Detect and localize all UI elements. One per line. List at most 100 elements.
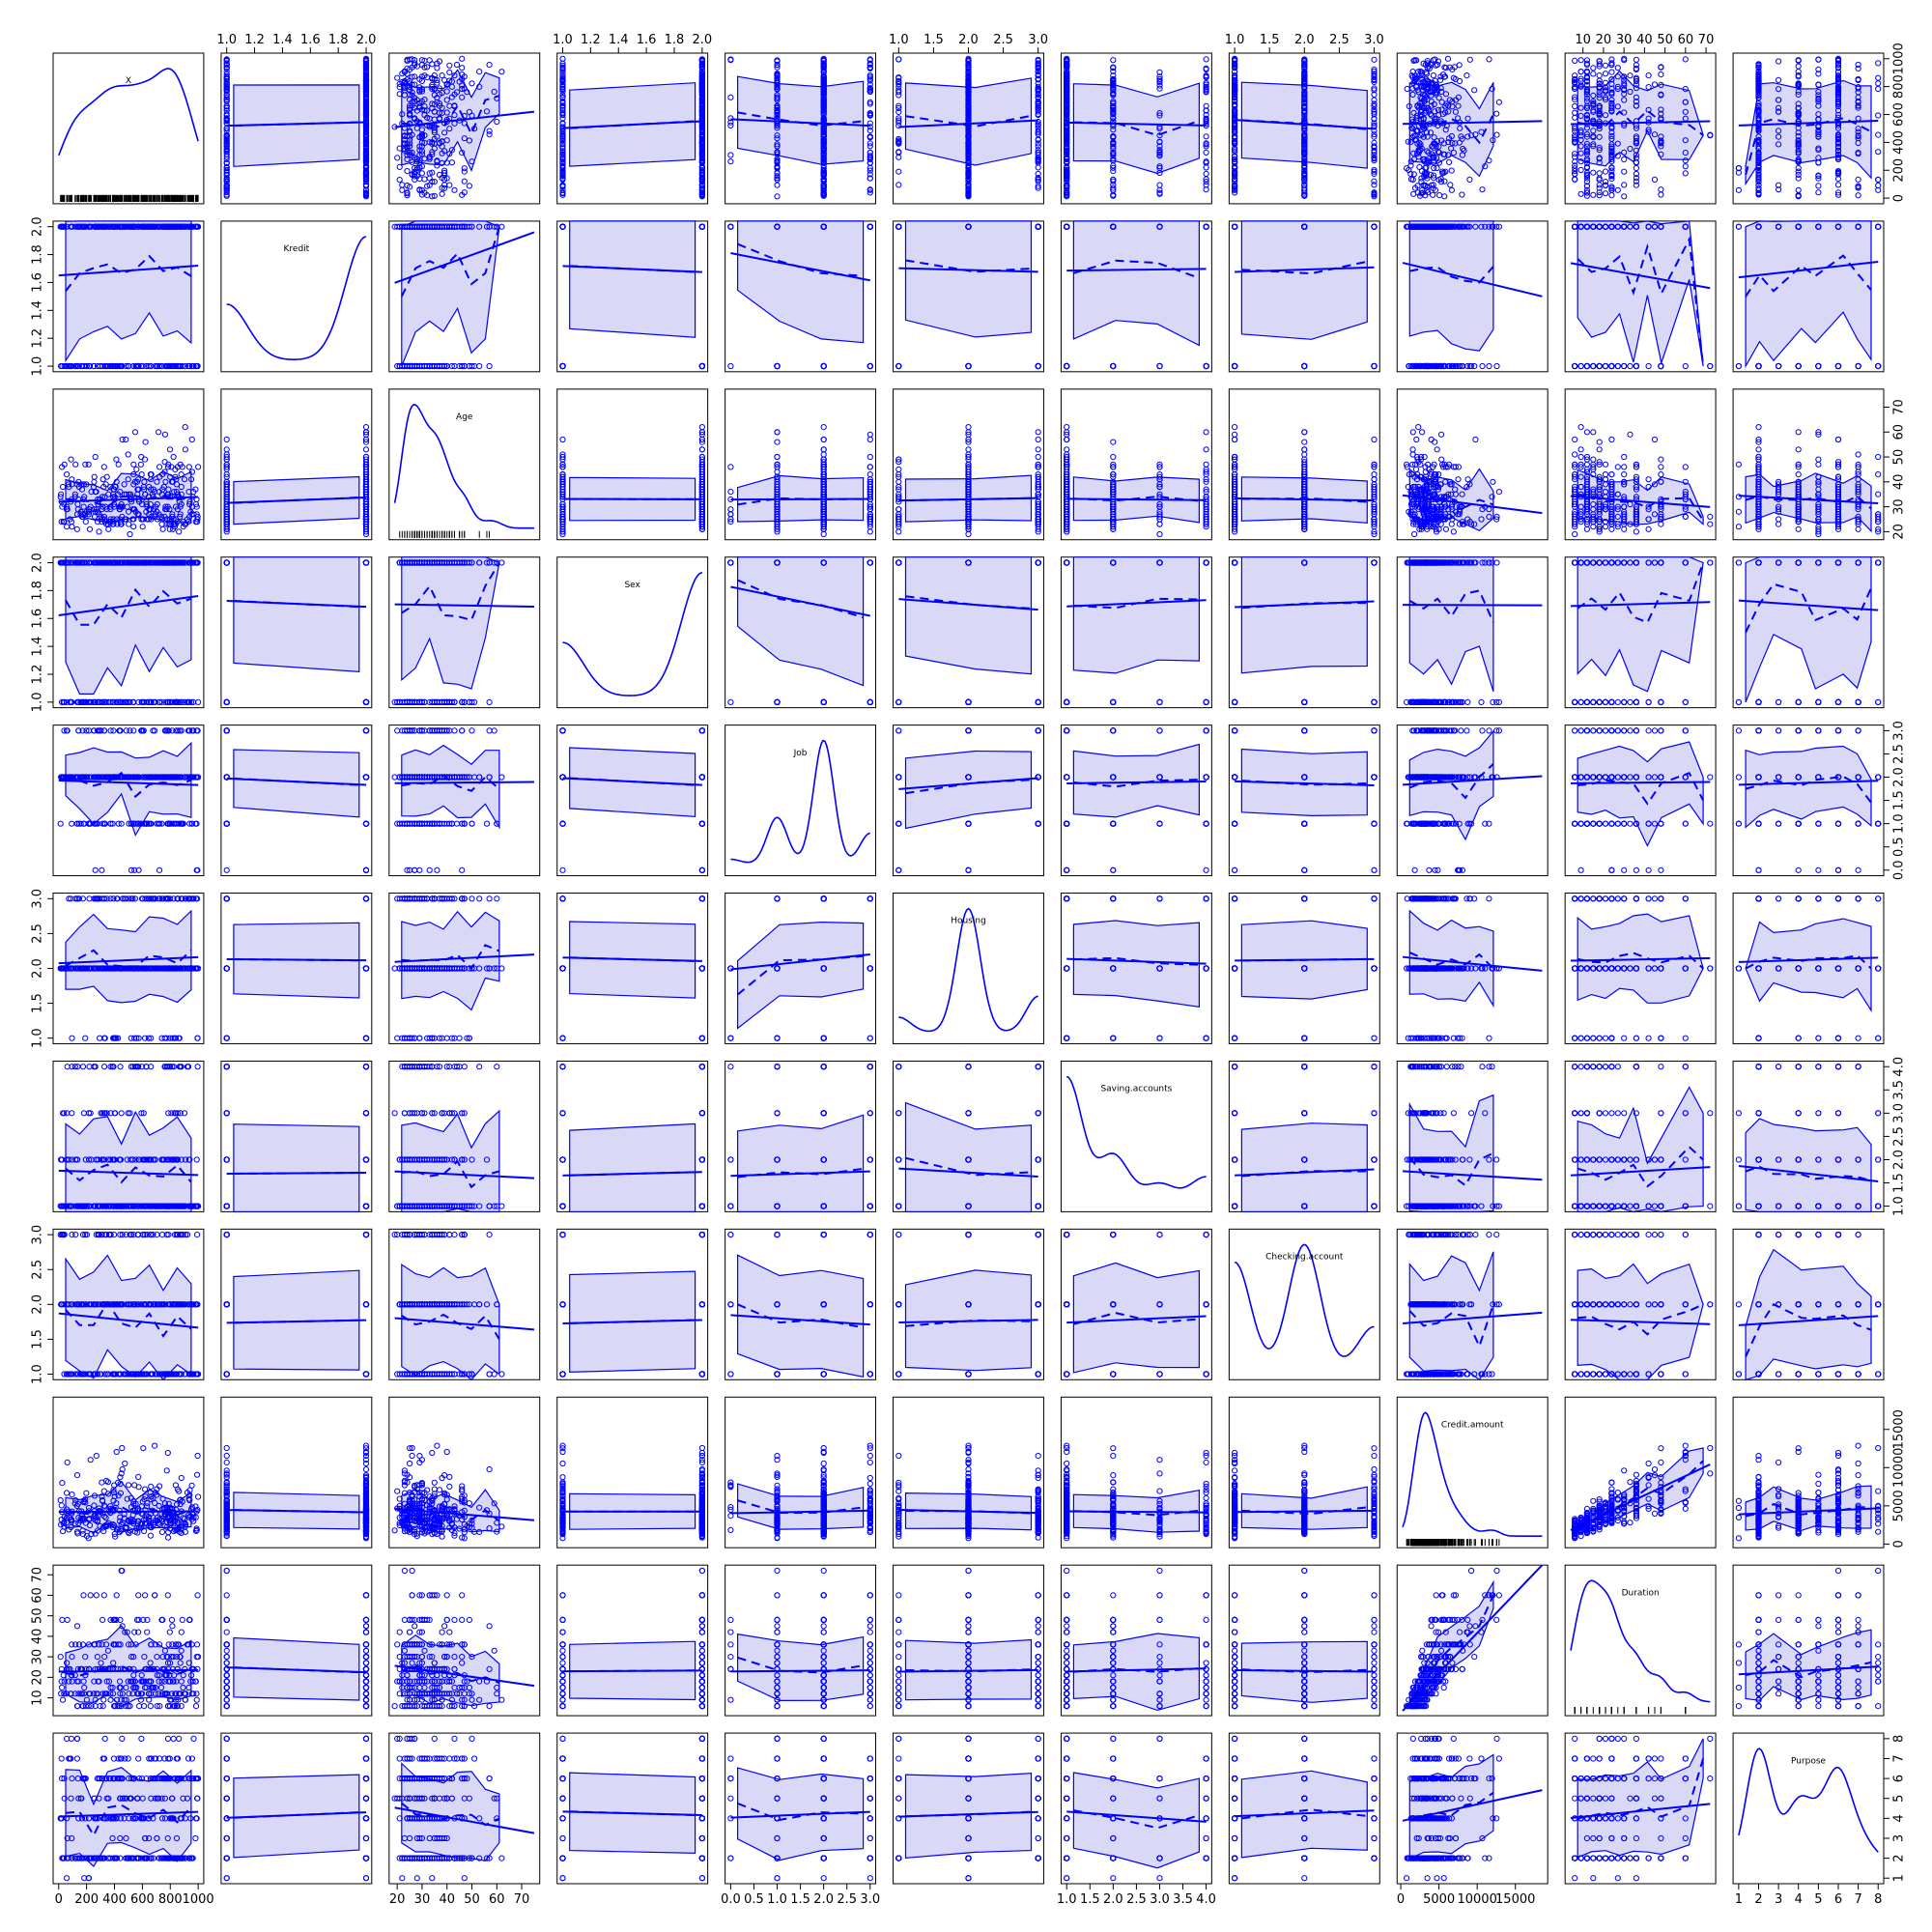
spread-band xyxy=(233,84,360,167)
data-point xyxy=(362,189,370,196)
data-point xyxy=(451,186,458,193)
data-point xyxy=(362,136,370,143)
data-point xyxy=(223,64,230,71)
panel-Kredit-X xyxy=(52,220,205,373)
data-point xyxy=(416,134,423,141)
data-point xyxy=(362,100,370,108)
data-point xyxy=(404,168,411,175)
panel-X-Kredit xyxy=(220,52,373,205)
data-point xyxy=(223,99,230,105)
data-point xyxy=(223,87,230,94)
panel-X-Checking.account xyxy=(1228,52,1380,205)
data-point xyxy=(459,55,466,62)
data-point xyxy=(223,133,230,140)
data-point xyxy=(412,73,418,80)
data-point xyxy=(396,163,403,170)
data-point xyxy=(223,74,230,81)
data-point xyxy=(223,154,230,160)
data-point xyxy=(223,189,230,196)
data-point xyxy=(421,107,428,114)
data-point xyxy=(223,104,230,112)
data-point xyxy=(412,115,418,122)
data-point xyxy=(466,183,472,189)
data-point xyxy=(407,128,413,134)
panel-Kredit-Kredit: Kredit xyxy=(220,220,373,373)
panel-X-Credit.amount xyxy=(1396,52,1548,205)
data-point xyxy=(446,69,453,76)
data-point xyxy=(362,175,370,182)
data-point xyxy=(429,169,436,176)
data-point xyxy=(418,170,425,177)
data-point xyxy=(223,156,230,162)
data-point xyxy=(401,140,408,147)
data-point xyxy=(223,163,230,170)
data-point xyxy=(362,139,370,146)
data-point xyxy=(476,69,483,75)
data-point xyxy=(223,116,230,123)
data-point xyxy=(223,69,230,75)
data-point xyxy=(362,79,370,86)
data-point xyxy=(362,112,370,120)
density-curve xyxy=(58,68,199,156)
data-point xyxy=(362,158,370,165)
data-point xyxy=(362,63,370,70)
panel-layer: XKreditAgeSexJobHousingSaving.accountsCh… xyxy=(52,52,1885,1885)
data-point xyxy=(223,58,230,65)
data-point xyxy=(483,108,491,115)
data-point xyxy=(413,164,420,172)
smoother-line xyxy=(233,121,359,128)
data-point xyxy=(362,162,370,169)
panel-X-X: X xyxy=(52,52,205,205)
data-point xyxy=(441,169,448,177)
data-point xyxy=(453,61,461,69)
data-point xyxy=(441,185,448,191)
panel-X-Job xyxy=(724,52,877,205)
data-point xyxy=(448,78,455,85)
panel-X-Sex xyxy=(556,52,709,205)
data-point xyxy=(486,62,493,69)
data-point xyxy=(223,95,230,101)
data-point xyxy=(476,83,483,91)
data-point xyxy=(362,168,370,175)
data-point xyxy=(223,97,230,103)
data-point xyxy=(223,77,230,85)
data-point xyxy=(498,69,505,75)
data-point xyxy=(451,112,458,119)
data-point xyxy=(404,156,411,162)
data-point xyxy=(223,176,230,183)
data-point xyxy=(431,192,438,199)
data-point xyxy=(362,111,370,118)
data-point xyxy=(461,165,468,172)
data-point xyxy=(491,88,497,96)
panel-X-Housing xyxy=(893,52,1044,205)
data-point xyxy=(461,178,468,185)
data-point xyxy=(443,81,450,89)
data-point xyxy=(434,133,440,140)
data-point xyxy=(439,72,445,79)
data-point xyxy=(362,129,370,136)
variable-label: Kredit xyxy=(284,244,310,254)
data-point xyxy=(466,137,472,144)
data-point xyxy=(362,148,370,155)
data-point xyxy=(446,126,453,132)
data-point xyxy=(362,69,370,75)
data-point xyxy=(451,72,458,79)
data-point xyxy=(362,75,370,82)
data-point xyxy=(223,184,230,190)
data-point xyxy=(362,65,370,71)
data-point xyxy=(439,159,445,166)
data-point xyxy=(362,86,370,93)
data-point xyxy=(223,139,230,146)
data-point xyxy=(362,77,370,85)
panel-X-Purpose xyxy=(1732,52,1885,205)
data-point xyxy=(223,182,230,188)
data-point xyxy=(469,80,475,87)
data-point xyxy=(362,120,370,127)
data-point xyxy=(362,81,370,88)
panel-X-Age xyxy=(388,52,541,205)
data-point xyxy=(223,148,230,155)
data-point xyxy=(223,60,230,67)
data-point xyxy=(413,125,420,131)
data-point xyxy=(416,186,423,193)
data-point xyxy=(469,158,475,165)
